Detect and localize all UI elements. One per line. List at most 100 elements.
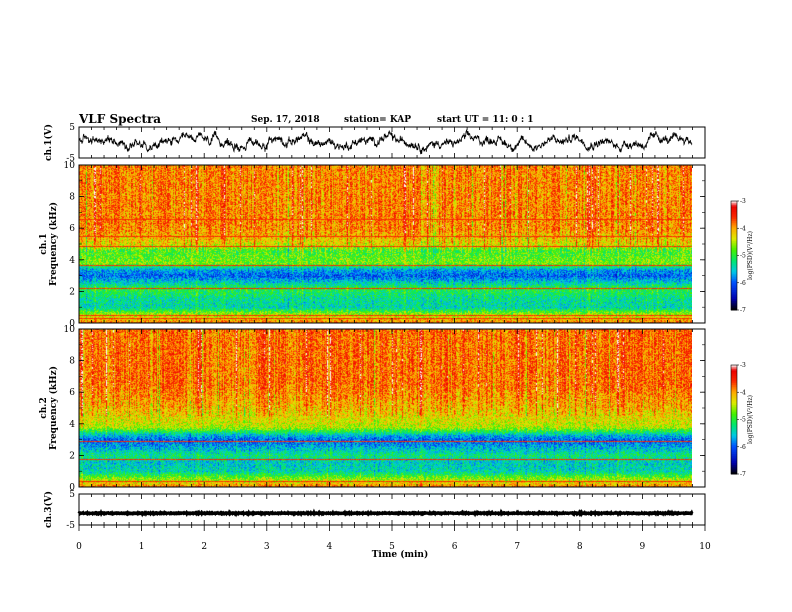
ch1-spectrogram-panel: 0 2 4 6 8 10 ch.1Frequency (kHz) bbox=[39, 161, 706, 329]
colorbar-segment bbox=[731, 259, 737, 262]
colorbar-segment bbox=[731, 204, 737, 207]
colorbar-segment bbox=[731, 228, 737, 231]
y-tick-label: 0 bbox=[69, 319, 75, 329]
colorbar-label: log(PSD)(V²/Hz) bbox=[747, 395, 754, 444]
colorbar-segment bbox=[731, 299, 737, 302]
colorbar-segment bbox=[731, 286, 737, 289]
y-tick-label: 10 bbox=[64, 325, 76, 335]
time-tick-label: 4 bbox=[327, 542, 333, 552]
colorbar-segment bbox=[731, 226, 737, 229]
colorbar-segment bbox=[731, 302, 737, 306]
colorbar-segment bbox=[731, 412, 737, 415]
colorbar-segment bbox=[731, 264, 737, 267]
colorbar-segment bbox=[731, 446, 737, 450]
colorbar-segment bbox=[731, 219, 737, 222]
ch3-waveform-panel: 5 -5 ch.3(V) bbox=[43, 490, 706, 531]
time-tick-label: 7 bbox=[514, 542, 520, 552]
y-tick-label: 0 bbox=[69, 483, 75, 493]
time-tick-label: 3 bbox=[264, 542, 270, 552]
colorbar-segment bbox=[731, 470, 737, 473]
colorbar-segment bbox=[731, 300, 737, 304]
colorbar-segment bbox=[731, 293, 737, 296]
time-axis: Time (min) 0 1 2 3 4 5 6 7 8 9 10 bbox=[76, 525, 711, 560]
colorbar-segment bbox=[731, 279, 737, 282]
ch3-waveform-trace bbox=[77, 508, 694, 518]
colorbar-segment bbox=[731, 450, 737, 453]
colorbar-segment bbox=[731, 210, 737, 213]
ch3-waveform-ylabel: ch.3(V) bbox=[43, 491, 54, 528]
date-label: Sep. 17, 2018 bbox=[251, 115, 320, 125]
ylabel-line: ch.2 bbox=[39, 397, 49, 418]
colorbar-segment bbox=[731, 368, 737, 371]
ylabel-line: ch.1 bbox=[39, 233, 49, 254]
ylabel-line: Frequency (kHz) bbox=[48, 202, 59, 286]
colorbar-segment bbox=[731, 297, 737, 300]
colorbar-segment bbox=[731, 244, 737, 247]
time-tick-label: 0 bbox=[76, 542, 82, 552]
ch1-waveform-trace bbox=[78, 129, 693, 155]
colorbar-segment bbox=[731, 466, 737, 470]
time-tick-label: 5 bbox=[389, 542, 395, 552]
colorbar-segment bbox=[731, 202, 737, 206]
colorbar-segment bbox=[731, 253, 737, 256]
colorbar-segment bbox=[731, 472, 737, 475]
colorbar-segment bbox=[731, 428, 737, 431]
y-tick-label: 8 bbox=[69, 357, 75, 367]
colorbar-segment bbox=[731, 399, 737, 402]
colorbar-segment bbox=[731, 365, 737, 368]
colorbar-segment bbox=[731, 381, 737, 384]
y-tick-label: -5 bbox=[66, 521, 75, 531]
colorbar-segment bbox=[731, 443, 737, 446]
colorbar-segment bbox=[731, 262, 737, 266]
colorbar-segment bbox=[731, 377, 737, 381]
colorbar-segment bbox=[731, 271, 737, 275]
time-tick-label: 2 bbox=[201, 542, 207, 552]
colorbar-segment bbox=[731, 415, 737, 419]
colorbar-tick-label: -7 bbox=[740, 307, 746, 314]
colorbar-tick-label: -4 bbox=[740, 389, 746, 396]
colorbar-segment bbox=[731, 392, 737, 395]
colorbar-segment bbox=[731, 246, 737, 249]
colorbar-tick-label: -6 bbox=[740, 444, 746, 451]
ch1-colorbar: -3 -4 -5 -6 -7 log(PSD)(V²/Hz) bbox=[730, 198, 754, 314]
colorbar-segment bbox=[731, 250, 737, 253]
ylabel-line: ch.3(V) bbox=[43, 491, 54, 528]
colorbar-segment bbox=[731, 384, 737, 388]
colorbar-segment bbox=[731, 277, 737, 280]
colorbar-segment bbox=[731, 288, 737, 291]
colorbar-segment bbox=[731, 282, 737, 286]
colorbar-segment bbox=[731, 421, 737, 424]
ch1-waveform-ylabel: ch.1(V) bbox=[43, 124, 54, 161]
colorbar-segment bbox=[731, 242, 737, 246]
colorbar-segment bbox=[731, 468, 737, 471]
colorbar-segment bbox=[731, 452, 737, 455]
colorbar-segment bbox=[731, 403, 737, 406]
colorbar-segment bbox=[731, 215, 737, 218]
colorbar-tick-label: -5 bbox=[740, 417, 746, 424]
ch2-spectrogram-heatmap bbox=[79, 329, 692, 487]
colorbar-segment bbox=[731, 390, 737, 393]
colorbar-segment bbox=[731, 372, 737, 375]
colorbar-segment bbox=[731, 280, 737, 284]
colorbar-label: log(PSD)(V²/Hz) bbox=[747, 231, 754, 280]
ch1-waveform-panel: 5 -5 ch.1(V) bbox=[43, 123, 706, 164]
colorbar-segment bbox=[731, 432, 737, 435]
y-tick-label: 2 bbox=[69, 287, 75, 297]
colorbar-segment bbox=[731, 248, 737, 251]
y-tick-label: 5 bbox=[69, 123, 75, 133]
colorbar-tick-label: -4 bbox=[740, 225, 746, 232]
colorbar-segment bbox=[731, 230, 737, 233]
y-tick-label: 5 bbox=[69, 490, 75, 500]
colorbar-segment bbox=[731, 208, 737, 211]
time-tick-label: 6 bbox=[452, 542, 458, 552]
colorbar-segment bbox=[731, 430, 737, 433]
colorbar-segment bbox=[731, 410, 737, 413]
ch2-colorbar: -3 -4 -5 -6 -7 log(PSD)(V²/Hz) bbox=[730, 362, 754, 478]
colorbar-tick-label: -6 bbox=[740, 280, 746, 287]
colorbar-segment bbox=[731, 395, 737, 399]
colorbar-segment bbox=[731, 394, 737, 397]
y-tick-label: 6 bbox=[69, 388, 75, 398]
colorbar-segment bbox=[731, 366, 737, 370]
colorbar-segment bbox=[731, 257, 737, 260]
